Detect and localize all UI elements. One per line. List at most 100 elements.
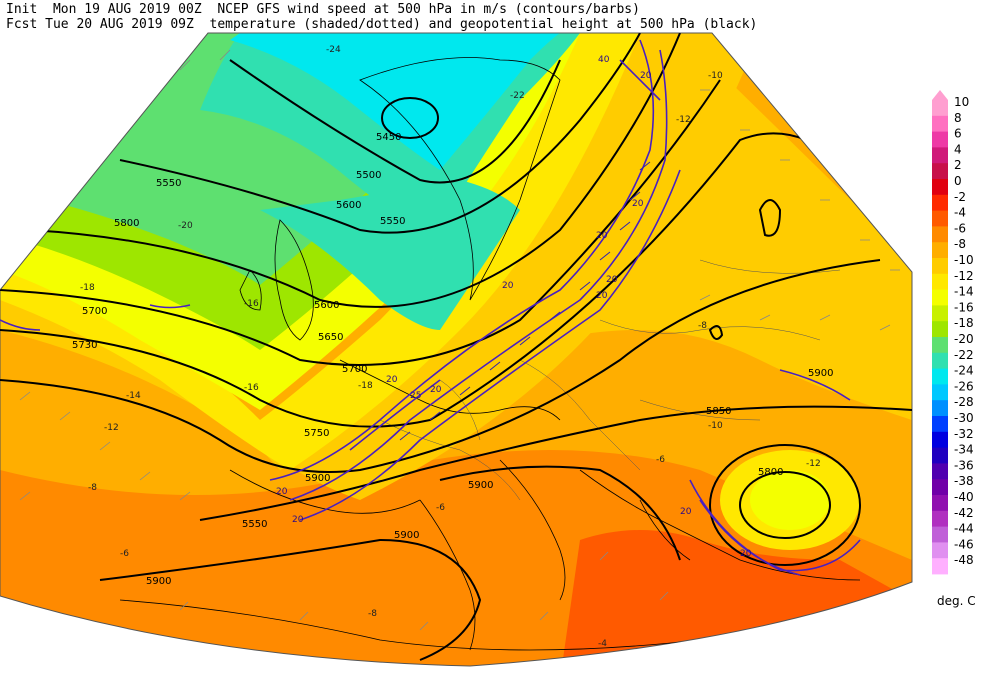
colorbar-tick-label: -4 (954, 206, 966, 220)
colorbar-tick-label: 10 (954, 95, 969, 109)
temperature-label: -10 (708, 421, 723, 431)
colorbar-tick-label: 6 (954, 127, 962, 141)
colorbar-tick-label: -32 (954, 427, 974, 441)
colorbar-tick-label: -46 (954, 537, 974, 551)
height-label: 5600 (336, 200, 361, 211)
colorbar-tick-label: -40 (954, 490, 974, 504)
colorbar-swatch (932, 463, 948, 480)
colorbar-swatch (932, 526, 948, 543)
colorbar-swatch (932, 352, 948, 369)
colorbar-tick-label: -20 (954, 332, 974, 346)
temperature-label: -6 (656, 455, 665, 465)
height-label: 5500 (356, 170, 381, 181)
colorbar-swatches (932, 90, 948, 575)
height-label: 5550 (242, 519, 267, 530)
colorbar-tick-label: -44 (954, 522, 974, 536)
colorbar-swatch (932, 321, 948, 338)
wind-speed-label: 20 (740, 549, 752, 559)
temperature-label: -6 (120, 549, 129, 559)
colorbar-labels: 1086420-2-4-6-8-10-12-14-16-18-20-22-24-… (954, 95, 974, 567)
colorbar-swatch (932, 447, 948, 464)
colorbar-tick-label: -42 (954, 506, 974, 520)
temperature-label: -24 (326, 45, 341, 55)
wind-speed-contours (0, 39, 861, 576)
colorbar-swatch (932, 273, 948, 290)
colorbar-swatch (932, 115, 948, 132)
wind-speed-label: 20 (640, 71, 652, 81)
colorbar-swatch (932, 558, 948, 575)
temperature-label: -6 (436, 503, 445, 513)
colorbar-tick-label: -22 (954, 348, 974, 362)
wind-speed-label: 20 (596, 231, 608, 241)
colorbar-swatch (932, 163, 948, 180)
colorbar-tick-label: -18 (954, 316, 974, 330)
colorbar-swatch (932, 210, 948, 227)
wind-speed-label: 25 (410, 391, 421, 401)
temperature-label: -4 (598, 639, 607, 649)
colorbar-tick-label: -6 (954, 221, 966, 235)
height-label: 5800 (758, 467, 783, 478)
wind-speed-label: 20 (276, 487, 288, 497)
height-label: 5730 (72, 340, 97, 351)
colorbar-arrow (932, 90, 948, 100)
colorbar-swatch (932, 194, 948, 211)
colorbar-tick-label: -16 (954, 300, 974, 314)
height-label: 5850 (706, 406, 731, 417)
colorbar-swatch (932, 510, 948, 527)
colorbar-tick-label: -28 (954, 395, 974, 409)
colorbar-swatch (932, 384, 948, 401)
temperature-label: -8 (698, 321, 707, 331)
colorbar-swatch (932, 242, 948, 259)
colorbar-tick-label: -26 (954, 379, 974, 393)
colorbar-tick-label: 0 (954, 174, 962, 188)
temperature-label: -12 (104, 423, 119, 433)
wind-speed-label: 20 (606, 275, 618, 285)
height-label: 5550 (380, 216, 405, 227)
height-label: 5800 (114, 218, 139, 229)
colorbar-tick-label: 8 (954, 111, 962, 125)
colorbar-units: deg. C (937, 594, 976, 608)
temperature-label: -12 (676, 115, 691, 125)
temperature-label: -12 (806, 459, 821, 469)
colorbar-swatch (932, 226, 948, 243)
header-init-line: Init Mon 19 AUG 2019 00Z NCEP GFS wind s… (6, 2, 640, 17)
wind-speed-label: 20 (430, 385, 442, 395)
wind-label-group: 20 20 20 20 20 25 20 20 20 20 20 20 40 2… (276, 55, 752, 559)
colorbar-swatch (932, 479, 948, 496)
colorbar-swatch (932, 179, 948, 196)
colorbar-swatch (932, 495, 948, 512)
colorbar-swatch (932, 400, 948, 417)
colorbar-tick-label: -34 (954, 443, 974, 457)
wind-speed-label: 40 (598, 55, 610, 65)
colorbar-swatch (932, 416, 948, 433)
jet-barbs (399, 161, 651, 441)
colorbar-tick-label: -8 (954, 237, 966, 251)
temperature-label: -16 (244, 383, 259, 393)
header-forecast-line: Fcst Tue 20 AUG 2019 09Z temperature (sh… (6, 17, 758, 32)
height-label: 5650 (318, 332, 343, 343)
colorbar-swatch (932, 131, 948, 148)
colorbar-swatch (932, 258, 948, 275)
height-label: 5700 (342, 364, 367, 375)
height-label: 5900 (808, 368, 833, 379)
temperature-label-group: -22 -20 -18 -16 -14 -12 -10 -8 -6 -4 -24… (80, 45, 821, 649)
colorbar-tick-label: -24 (954, 364, 974, 378)
colorbar-swatch (932, 289, 948, 306)
colorbar-swatch (932, 431, 948, 448)
colorbar-swatch (932, 368, 948, 385)
colorbar-tick-label: -48 (954, 553, 974, 567)
wind-speed-label: 20 (632, 199, 644, 209)
colorbar-tick-label: -30 (954, 411, 974, 425)
height-label: 5600 (314, 300, 339, 311)
colorbar-tick-label: -12 (954, 269, 974, 283)
colorbar-tick-label: -14 (954, 285, 974, 299)
temperature-label: -18 (80, 283, 95, 293)
temperature-label: -14 (126, 391, 141, 401)
temperature-label: -20 (178, 221, 193, 231)
temperature-label: -22 (510, 91, 525, 101)
colorbar-tick-label: -38 (954, 474, 974, 488)
colorbar-swatch (932, 100, 948, 117)
temperature-label: -16 (244, 299, 259, 309)
